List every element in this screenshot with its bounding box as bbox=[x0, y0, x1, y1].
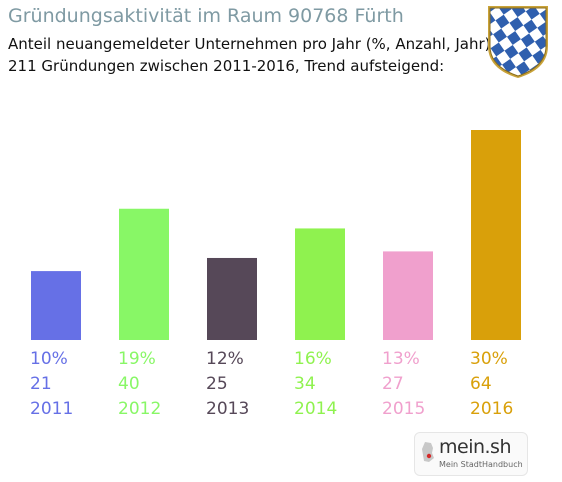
chart-title: Gründungsaktivität im Raum 90768 Fürth bbox=[8, 5, 404, 27]
count-label-2013: 25 bbox=[206, 374, 228, 394]
bar-2013 bbox=[207, 257, 257, 340]
percent-label-2012: 19% bbox=[118, 349, 156, 369]
bar-2015 bbox=[383, 251, 433, 340]
bar-2016 bbox=[471, 130, 521, 340]
year-label-2014: 2014 bbox=[294, 399, 337, 419]
year-label-2012: 2012 bbox=[118, 399, 161, 419]
chart-subtitle-line2: 211 Gründungen zwischen 2011-2016, Trend… bbox=[8, 57, 445, 75]
bar-2011 bbox=[31, 271, 81, 340]
bar-2012 bbox=[119, 208, 169, 340]
count-label-2012: 40 bbox=[118, 374, 140, 394]
count-label-2015: 27 bbox=[382, 374, 404, 394]
percent-label-2014: 16% bbox=[294, 349, 332, 369]
year-label-2011: 2011 bbox=[30, 399, 73, 419]
year-label-2015: 2015 bbox=[382, 399, 425, 419]
year-label-2013: 2013 bbox=[206, 399, 249, 419]
count-label-2016: 64 bbox=[470, 374, 492, 394]
germany-map-icon bbox=[422, 442, 434, 462]
bavaria-crest-icon bbox=[488, 6, 548, 78]
bar-2014 bbox=[295, 228, 345, 340]
count-label-2011: 21 bbox=[30, 374, 52, 394]
percent-label-2013: 12% bbox=[206, 349, 244, 369]
percent-label-2016: 30% bbox=[470, 349, 508, 369]
percent-label-2015: 13% bbox=[382, 349, 420, 369]
count-label-2014: 34 bbox=[294, 374, 316, 394]
mein-sh-logo[interactable]: mein.sh Mein StadtHandbuch bbox=[414, 432, 528, 476]
logo-tagline: Mein StadtHandbuch bbox=[439, 460, 523, 469]
percent-label-2011: 10% bbox=[30, 349, 68, 369]
chart-subtitle-line1: Anteil neuangemeldeter Unternehmen pro J… bbox=[8, 35, 491, 53]
logo-name: mein.sh bbox=[439, 436, 512, 458]
year-label-2016: 2016 bbox=[470, 399, 513, 419]
